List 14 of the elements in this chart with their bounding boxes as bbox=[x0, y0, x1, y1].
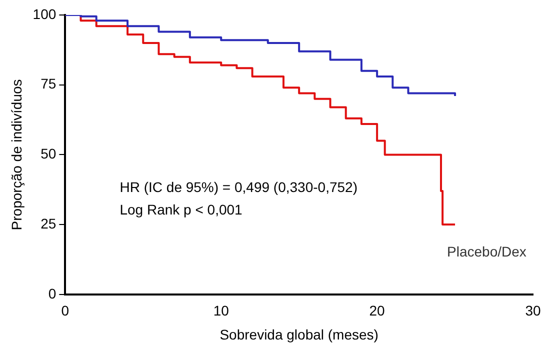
y-axis-title: Proporção de indivíduos bbox=[8, 79, 24, 230]
y-tick-label: 75 bbox=[40, 76, 56, 92]
y-tick-label: 50 bbox=[40, 146, 56, 162]
y-tick-label: 25 bbox=[40, 215, 56, 232]
y-tick-label: 100 bbox=[32, 6, 56, 22]
x-tick-label: 30 bbox=[525, 302, 541, 319]
x-tick-label: 20 bbox=[369, 302, 386, 319]
annotation: Log Rank p < 0,001 bbox=[120, 201, 243, 218]
x-tick-label: 10 bbox=[213, 302, 230, 319]
x-tick-label: 0 bbox=[61, 302, 70, 319]
series-label: Placebo/Dex bbox=[447, 243, 526, 260]
x-axis-title: Sobrevida global (meses) bbox=[220, 326, 378, 342]
annotation: HR (IC de 95%) = 0,499 (0,330-0,752) bbox=[120, 179, 358, 196]
y-tick-label: 0 bbox=[48, 285, 56, 302]
